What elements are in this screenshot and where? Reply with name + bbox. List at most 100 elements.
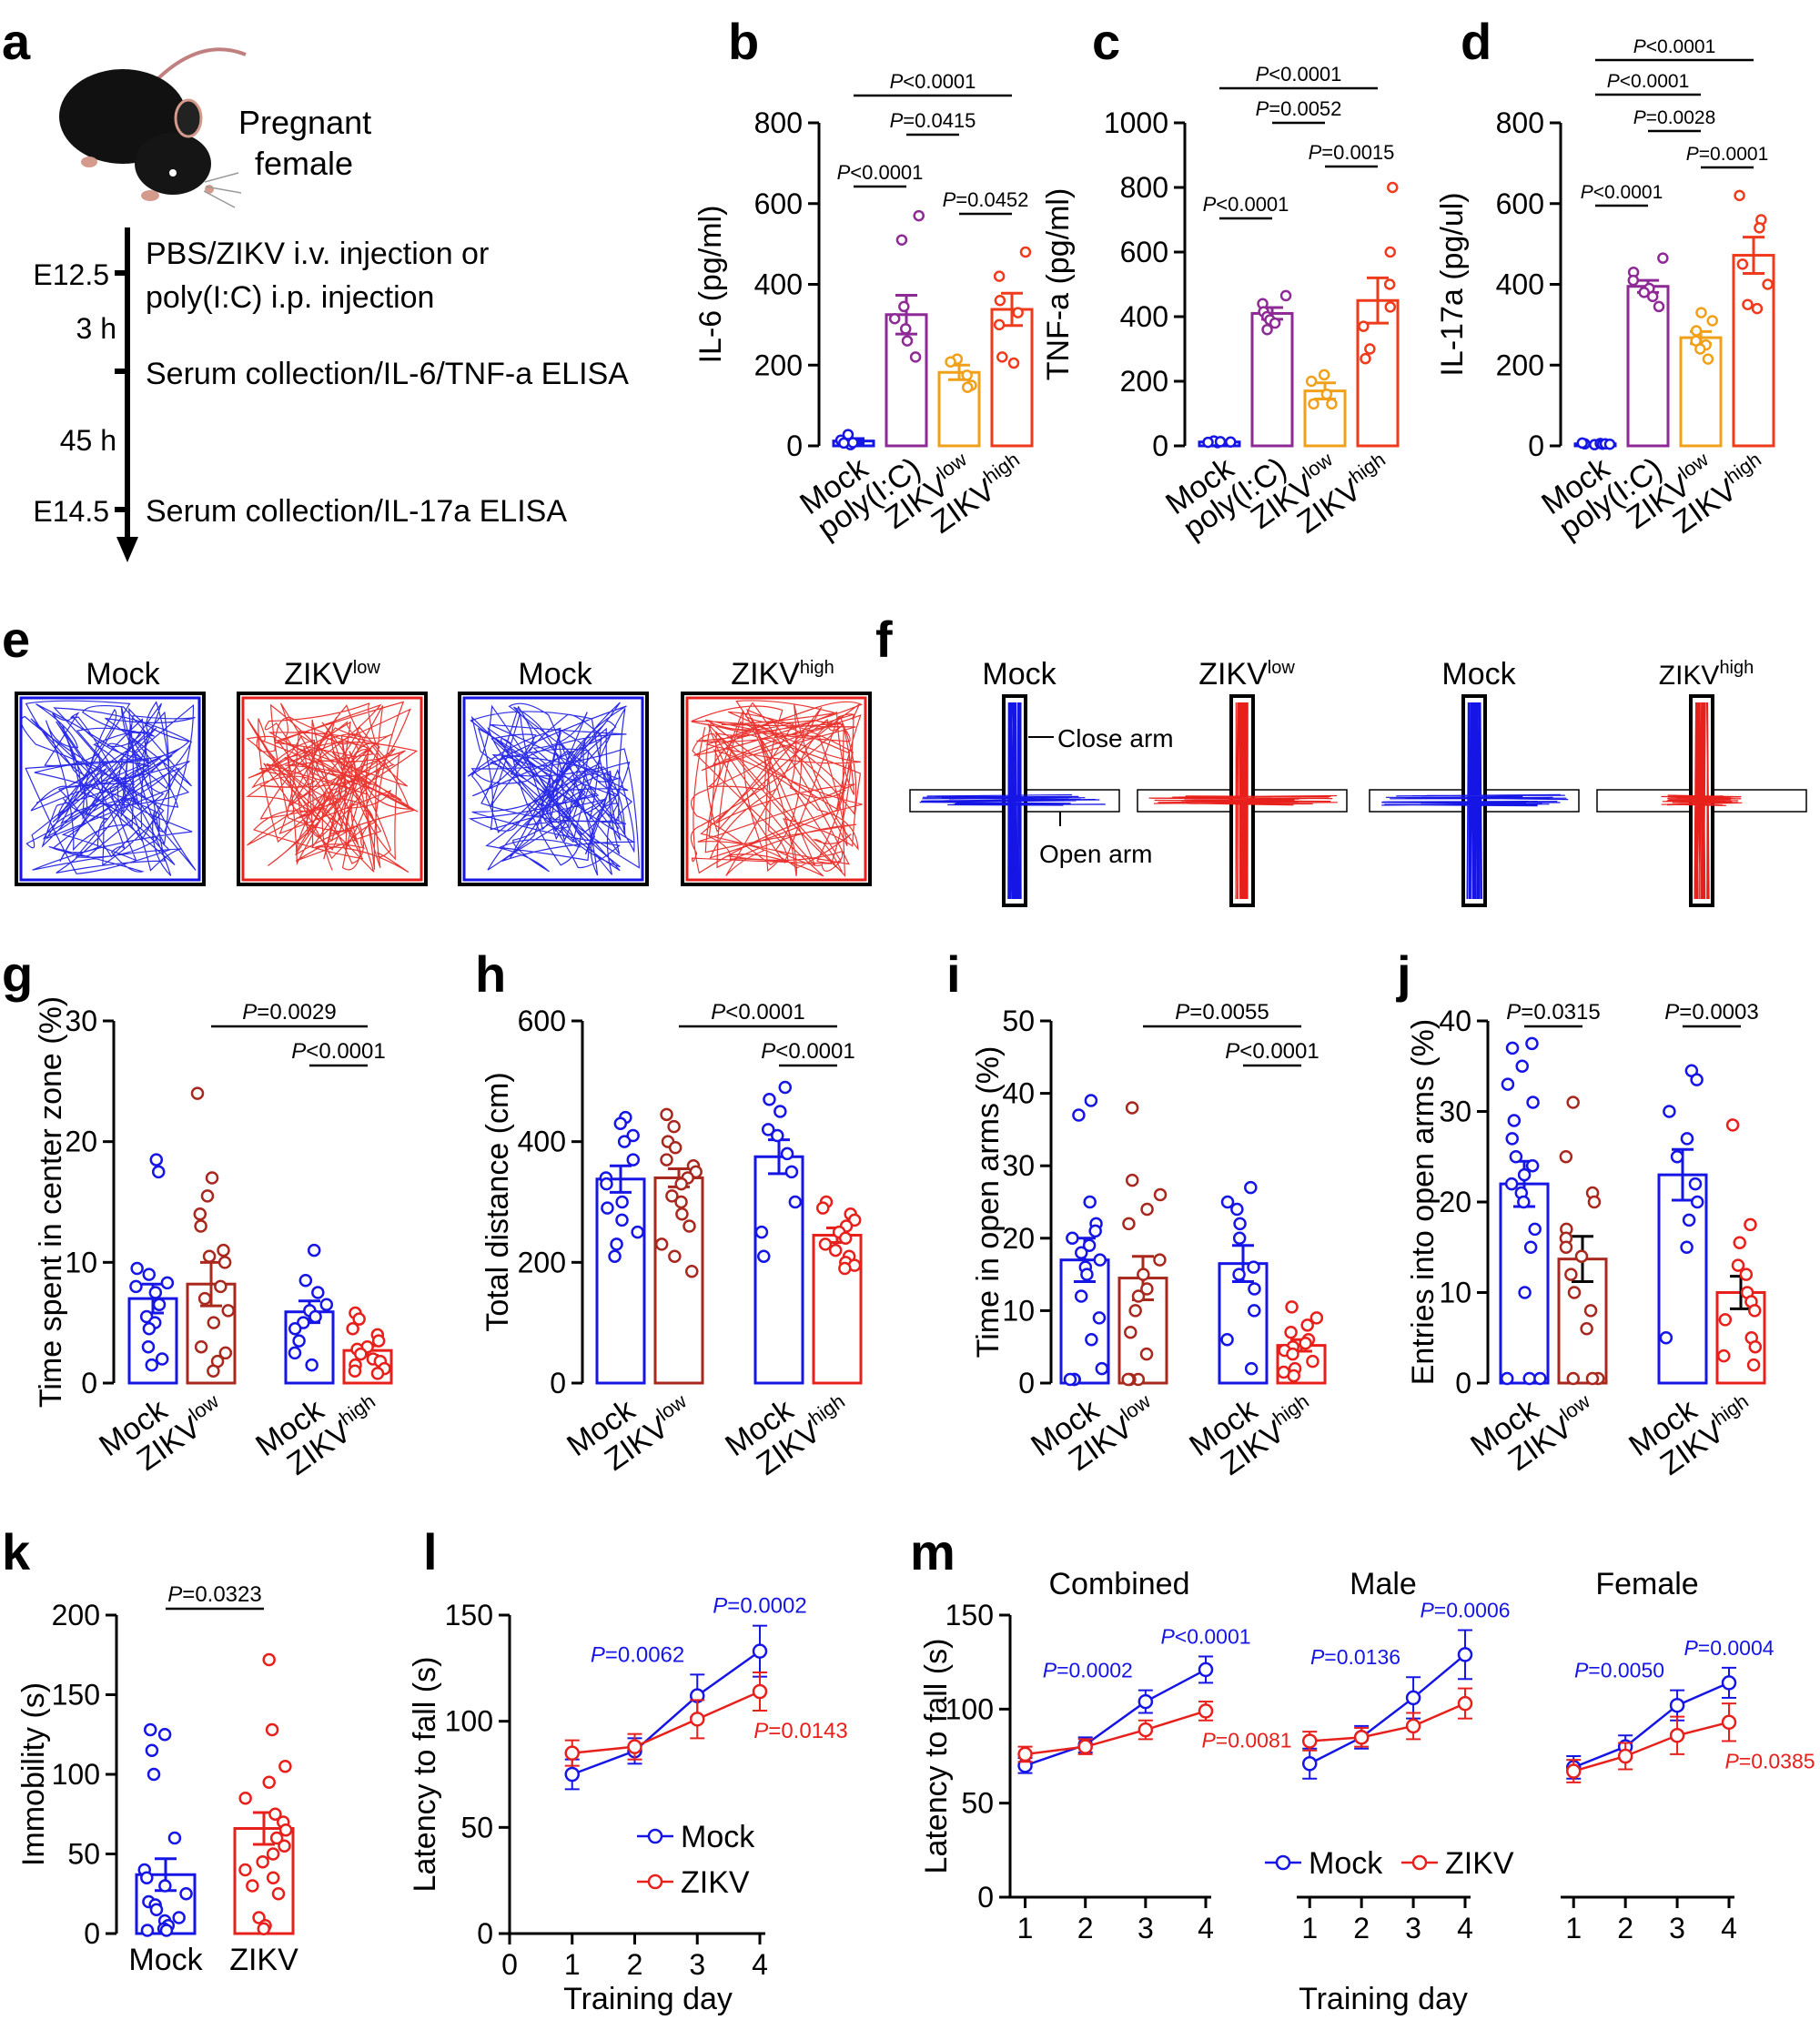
y-tick-label: 50: [460, 1811, 493, 1843]
legend-label: Mock: [1309, 1846, 1383, 1881]
data-point: [352, 1312, 366, 1326]
data-point: [1721, 1675, 1737, 1691]
x-tick-label: 3: [1669, 1912, 1685, 1944]
y-tick-label: 0: [1152, 429, 1168, 462]
data-point: [674, 1177, 688, 1191]
data-point: [354, 1347, 368, 1361]
y-tick-label: 0: [550, 1367, 566, 1399]
data-point: [1739, 1268, 1754, 1281]
bar-group-3: [990, 246, 1034, 448]
data-point: [238, 1863, 252, 1877]
data-point: [140, 1871, 154, 1884]
data-point: [1248, 1304, 1261, 1318]
p-value-annotation: P=0.0143: [753, 1719, 847, 1743]
panel-letter-e: e: [2, 611, 30, 668]
data-point: [311, 1286, 325, 1299]
data-point: [1318, 369, 1330, 381]
data-point: [961, 369, 973, 381]
data-point: [993, 270, 1006, 282]
series-zikv: [1017, 1701, 1214, 1763]
data-point: [1517, 1167, 1532, 1182]
data-point: [149, 1903, 164, 1916]
y-axis-label: Immobility (s): [16, 1682, 51, 1866]
p-value-annotation: P=0.0050: [1574, 1659, 1664, 1682]
data-point: [1742, 298, 1754, 310]
y-tick-label: 100: [945, 1692, 994, 1725]
data-point: [1244, 1180, 1258, 1195]
data-point: [1680, 1132, 1694, 1146]
data-point: [1574, 1249, 1589, 1263]
data-point: [172, 1911, 186, 1924]
data-point: [1153, 1253, 1167, 1267]
data-point: [763, 1092, 776, 1106]
data-point: [1509, 1150, 1523, 1164]
data-point: [271, 1887, 286, 1901]
maze-track: [1661, 702, 1743, 900]
bar-group-0: [1499, 1036, 1550, 1386]
legend-marker: [1411, 1854, 1428, 1871]
data-point: [1138, 1722, 1154, 1738]
bar-group-1: [1557, 1096, 1608, 1386]
openfield-2: Mock: [458, 657, 649, 886]
comparison-p-value: P<0.0001: [291, 1039, 385, 1064]
data-point: [1646, 290, 1659, 303]
data-point: [179, 1887, 193, 1901]
data-point: [626, 1153, 641, 1167]
y-tick-label: 600: [754, 187, 803, 220]
comparison-p-value: P<0.0001: [890, 70, 976, 93]
data-point: [1518, 1286, 1532, 1299]
data-point: [157, 1728, 172, 1742]
data-point: [159, 1924, 174, 1937]
p-value-annotation: P=0.0002: [713, 1594, 806, 1619]
y-tick-label: 20: [65, 1126, 97, 1158]
data-point: [371, 1334, 386, 1348]
comparison-p-value: P=0.0029: [242, 1000, 336, 1025]
legend-label: Mock: [681, 1820, 755, 1854]
bar-group-3: [342, 1306, 393, 1385]
y-tick-label: 200: [518, 1246, 566, 1278]
data-point: [675, 1207, 689, 1221]
data-point: [307, 1243, 321, 1257]
bar-group-1: [885, 209, 928, 448]
data-point: [1075, 1246, 1088, 1259]
bar: [1250, 311, 1294, 448]
y-tick-label: 30: [65, 1005, 97, 1037]
chart-b-il6: 0 200 400 600 800 IL-6 (pg/ml) P<0.0001 P=0.041…: [693, 70, 1034, 546]
y-tick-label: 600: [518, 1005, 566, 1037]
comparison-p-value: P=0.0323: [167, 1582, 261, 1607]
data-point: [218, 1346, 233, 1360]
series-zikv: [564, 1672, 768, 1767]
chart-m-rotarod-sex: 0 50 100 150 1 2 3 4 P=0.0002 P<0.0001 P=0.0081 Com…: [919, 1567, 1815, 2016]
data-point: [1092, 1311, 1107, 1325]
timeline-arrowhead: [116, 537, 138, 562]
data-point: [298, 1273, 313, 1288]
data-point: [262, 1775, 276, 1789]
x-tick-label: 3: [1138, 1912, 1154, 1944]
data-point: [145, 1358, 159, 1372]
data-point: [1384, 301, 1397, 313]
data-point: [838, 1261, 852, 1276]
data-point: [1261, 323, 1273, 336]
x-axis-label: Training day: [1299, 1982, 1468, 2016]
data-point: [238, 1792, 252, 1805]
data-point: [1072, 1108, 1086, 1122]
x-tick-label: 3: [689, 1948, 705, 1981]
data-point: [1124, 1326, 1138, 1339]
openfield-title-2: Mock: [518, 657, 592, 692]
data-point: [1286, 1347, 1299, 1361]
data-point: [1358, 320, 1370, 332]
data-point: [684, 1265, 699, 1278]
data-point: [1353, 1730, 1370, 1745]
panel-letter-a: a: [2, 13, 31, 70]
y-tick-label: 100: [52, 1758, 100, 1791]
openfield-1: ZIKVlow: [237, 657, 428, 886]
data-point: [1751, 302, 1764, 315]
panel-a: Pregnant female E12.5 3 h 45 h E14.5 PBS…: [33, 47, 629, 562]
data-point: [674, 1195, 688, 1209]
data-point: [660, 1107, 673, 1122]
data-point: [564, 1766, 580, 1783]
y-tick-label: 800: [754, 106, 803, 139]
data-point: [1137, 1268, 1150, 1281]
y-tick-label: 30: [1002, 1149, 1035, 1182]
y-tick-label: 400: [1496, 268, 1544, 301]
